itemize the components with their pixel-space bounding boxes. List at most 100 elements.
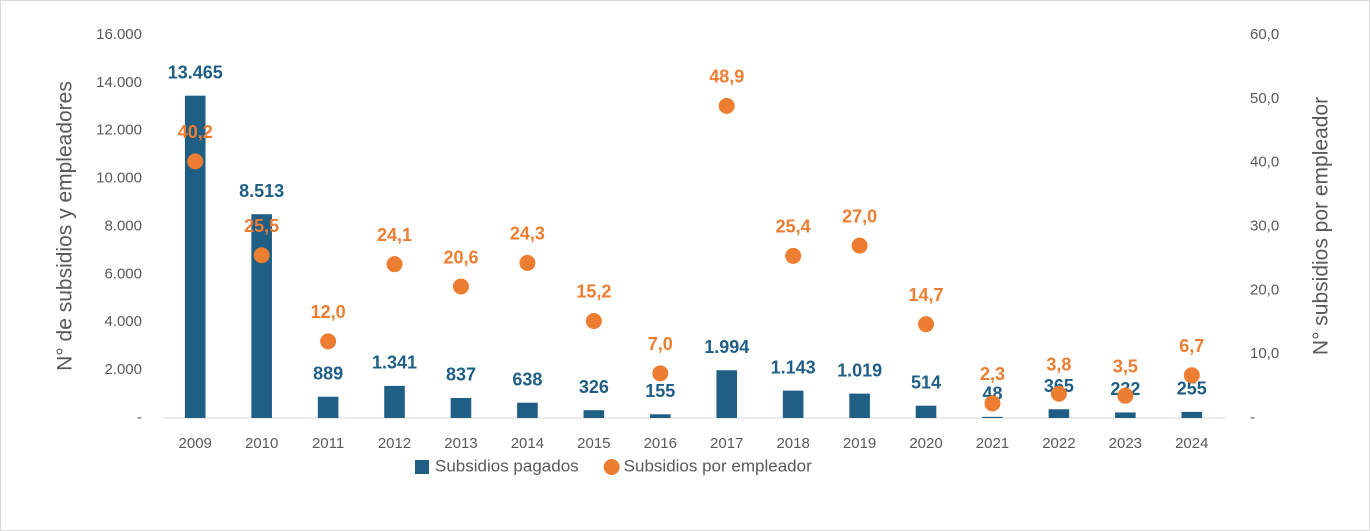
bar: [1048, 409, 1070, 418]
dot-label: 25,4: [776, 217, 811, 237]
dot: [519, 254, 536, 271]
x-tick-label: 2024: [1175, 435, 1208, 452]
dot: [785, 247, 802, 264]
x-tick-label: 2016: [644, 435, 677, 452]
dot: [585, 312, 602, 329]
dot: [652, 365, 669, 382]
y-tick-label: 4.000: [104, 313, 142, 330]
dot-label: 2,3: [980, 364, 1005, 384]
bar: [517, 402, 538, 418]
y2-axis-title: N° subsidios por empleador: [1310, 97, 1333, 355]
bar: [184, 95, 206, 418]
x-tick-label: 2018: [776, 435, 809, 452]
x-tick-label: 2023: [1109, 435, 1142, 452]
y-axis-title: N° de subsidios y empleadores: [54, 81, 77, 371]
dot: [1050, 385, 1067, 402]
y2-tick-label: 10,0: [1250, 345, 1279, 362]
y2-tick-label: 60,0: [1250, 26, 1279, 43]
dot-label: 24,3: [510, 224, 545, 244]
y-tick-label: 12.000: [96, 122, 142, 139]
bar-label: 255: [1177, 379, 1207, 399]
y-tick-label: 14.000: [96, 74, 142, 91]
dot: [386, 256, 403, 273]
bar: [1181, 411, 1203, 418]
bar: [1115, 412, 1136, 418]
y-tick-label: 2.000: [104, 361, 142, 378]
dot-label: 14,7: [909, 285, 944, 305]
dot-label: 48,9: [709, 67, 744, 87]
bar-label: 1.019: [837, 360, 882, 380]
dot-label: 20,6: [443, 247, 478, 267]
bar: [450, 397, 472, 418]
x-tick-label: 2014: [511, 435, 544, 452]
dot-label: 6,7: [1179, 336, 1204, 356]
y2-tick-label: 40,0: [1250, 154, 1279, 171]
x-tick-label: 2019: [843, 435, 876, 452]
x-tick-label: 2015: [577, 435, 610, 452]
x-tick-label: 2013: [444, 435, 477, 452]
x-tick-label: 2010: [245, 435, 278, 452]
dot: [718, 97, 735, 114]
y2-tick-label: 20,0: [1250, 281, 1279, 298]
bar-label: 1.143: [771, 357, 816, 377]
bar: [782, 390, 804, 418]
bar-label: 155: [645, 381, 675, 401]
x-tick-label: 2011: [312, 435, 344, 452]
dot-label: 15,2: [576, 282, 611, 302]
y-tick-label: -: [137, 409, 142, 426]
dot: [918, 316, 935, 333]
dot-label: 12,0: [311, 302, 346, 322]
dot: [1183, 367, 1200, 384]
dot: [984, 395, 1001, 412]
x-tick-label: 2021: [976, 435, 1009, 452]
dot-label: 27,0: [842, 206, 877, 226]
y-tick-label: 6.000: [104, 265, 142, 282]
y2-tick-label: 50,0: [1250, 90, 1279, 107]
bar-label: 8.513: [239, 181, 284, 201]
dot-label: 24,1: [377, 225, 412, 245]
dot-label: 3,5: [1113, 356, 1138, 376]
dot: [452, 278, 469, 295]
dot: [187, 153, 204, 170]
y2-tick-label: 30,0: [1250, 217, 1279, 234]
bar: [915, 405, 937, 418]
bar-label: 13.465: [168, 62, 223, 82]
bar: [716, 370, 738, 418]
bar-label: 1.341: [372, 353, 417, 373]
dot-label: 25,5: [244, 216, 279, 236]
dot: [320, 333, 337, 350]
x-tick-label: 2012: [378, 435, 411, 452]
x-tick-label: 2020: [909, 435, 942, 452]
y-tick-label: 8.000: [104, 217, 142, 234]
bar: [384, 385, 405, 418]
dot: [253, 247, 270, 264]
dot: [1117, 387, 1134, 404]
dot-label: 3,8: [1046, 354, 1071, 374]
legend-label: Subsidios por empleador: [624, 456, 812, 475]
legend-swatch: [415, 460, 429, 474]
bar-label: 638: [512, 369, 542, 389]
bar-label: 514: [911, 372, 941, 392]
bar-label: 326: [579, 377, 609, 397]
y-tick-label: 16.000: [96, 26, 142, 43]
dot-label: 40,2: [178, 122, 213, 142]
x-tick-label: 2017: [710, 435, 743, 452]
bar: [849, 393, 870, 418]
bar-label: 1.994: [704, 337, 749, 357]
bar: [583, 410, 605, 418]
dot-label: 7,0: [648, 334, 673, 354]
legend-label: Subsidios pagados: [435, 456, 579, 475]
bar: [317, 396, 339, 418]
y2-tick-label: -: [1250, 409, 1255, 426]
bar-label: 837: [446, 365, 476, 385]
bar: [982, 416, 1003, 418]
x-tick-label: 2022: [1042, 435, 1075, 452]
x-tick-label: 2009: [179, 435, 212, 452]
bar: [251, 214, 272, 418]
bar: [649, 414, 671, 418]
y-tick-label: 10.000: [96, 170, 142, 187]
legend-swatch: [603, 459, 620, 475]
dot: [851, 237, 868, 254]
